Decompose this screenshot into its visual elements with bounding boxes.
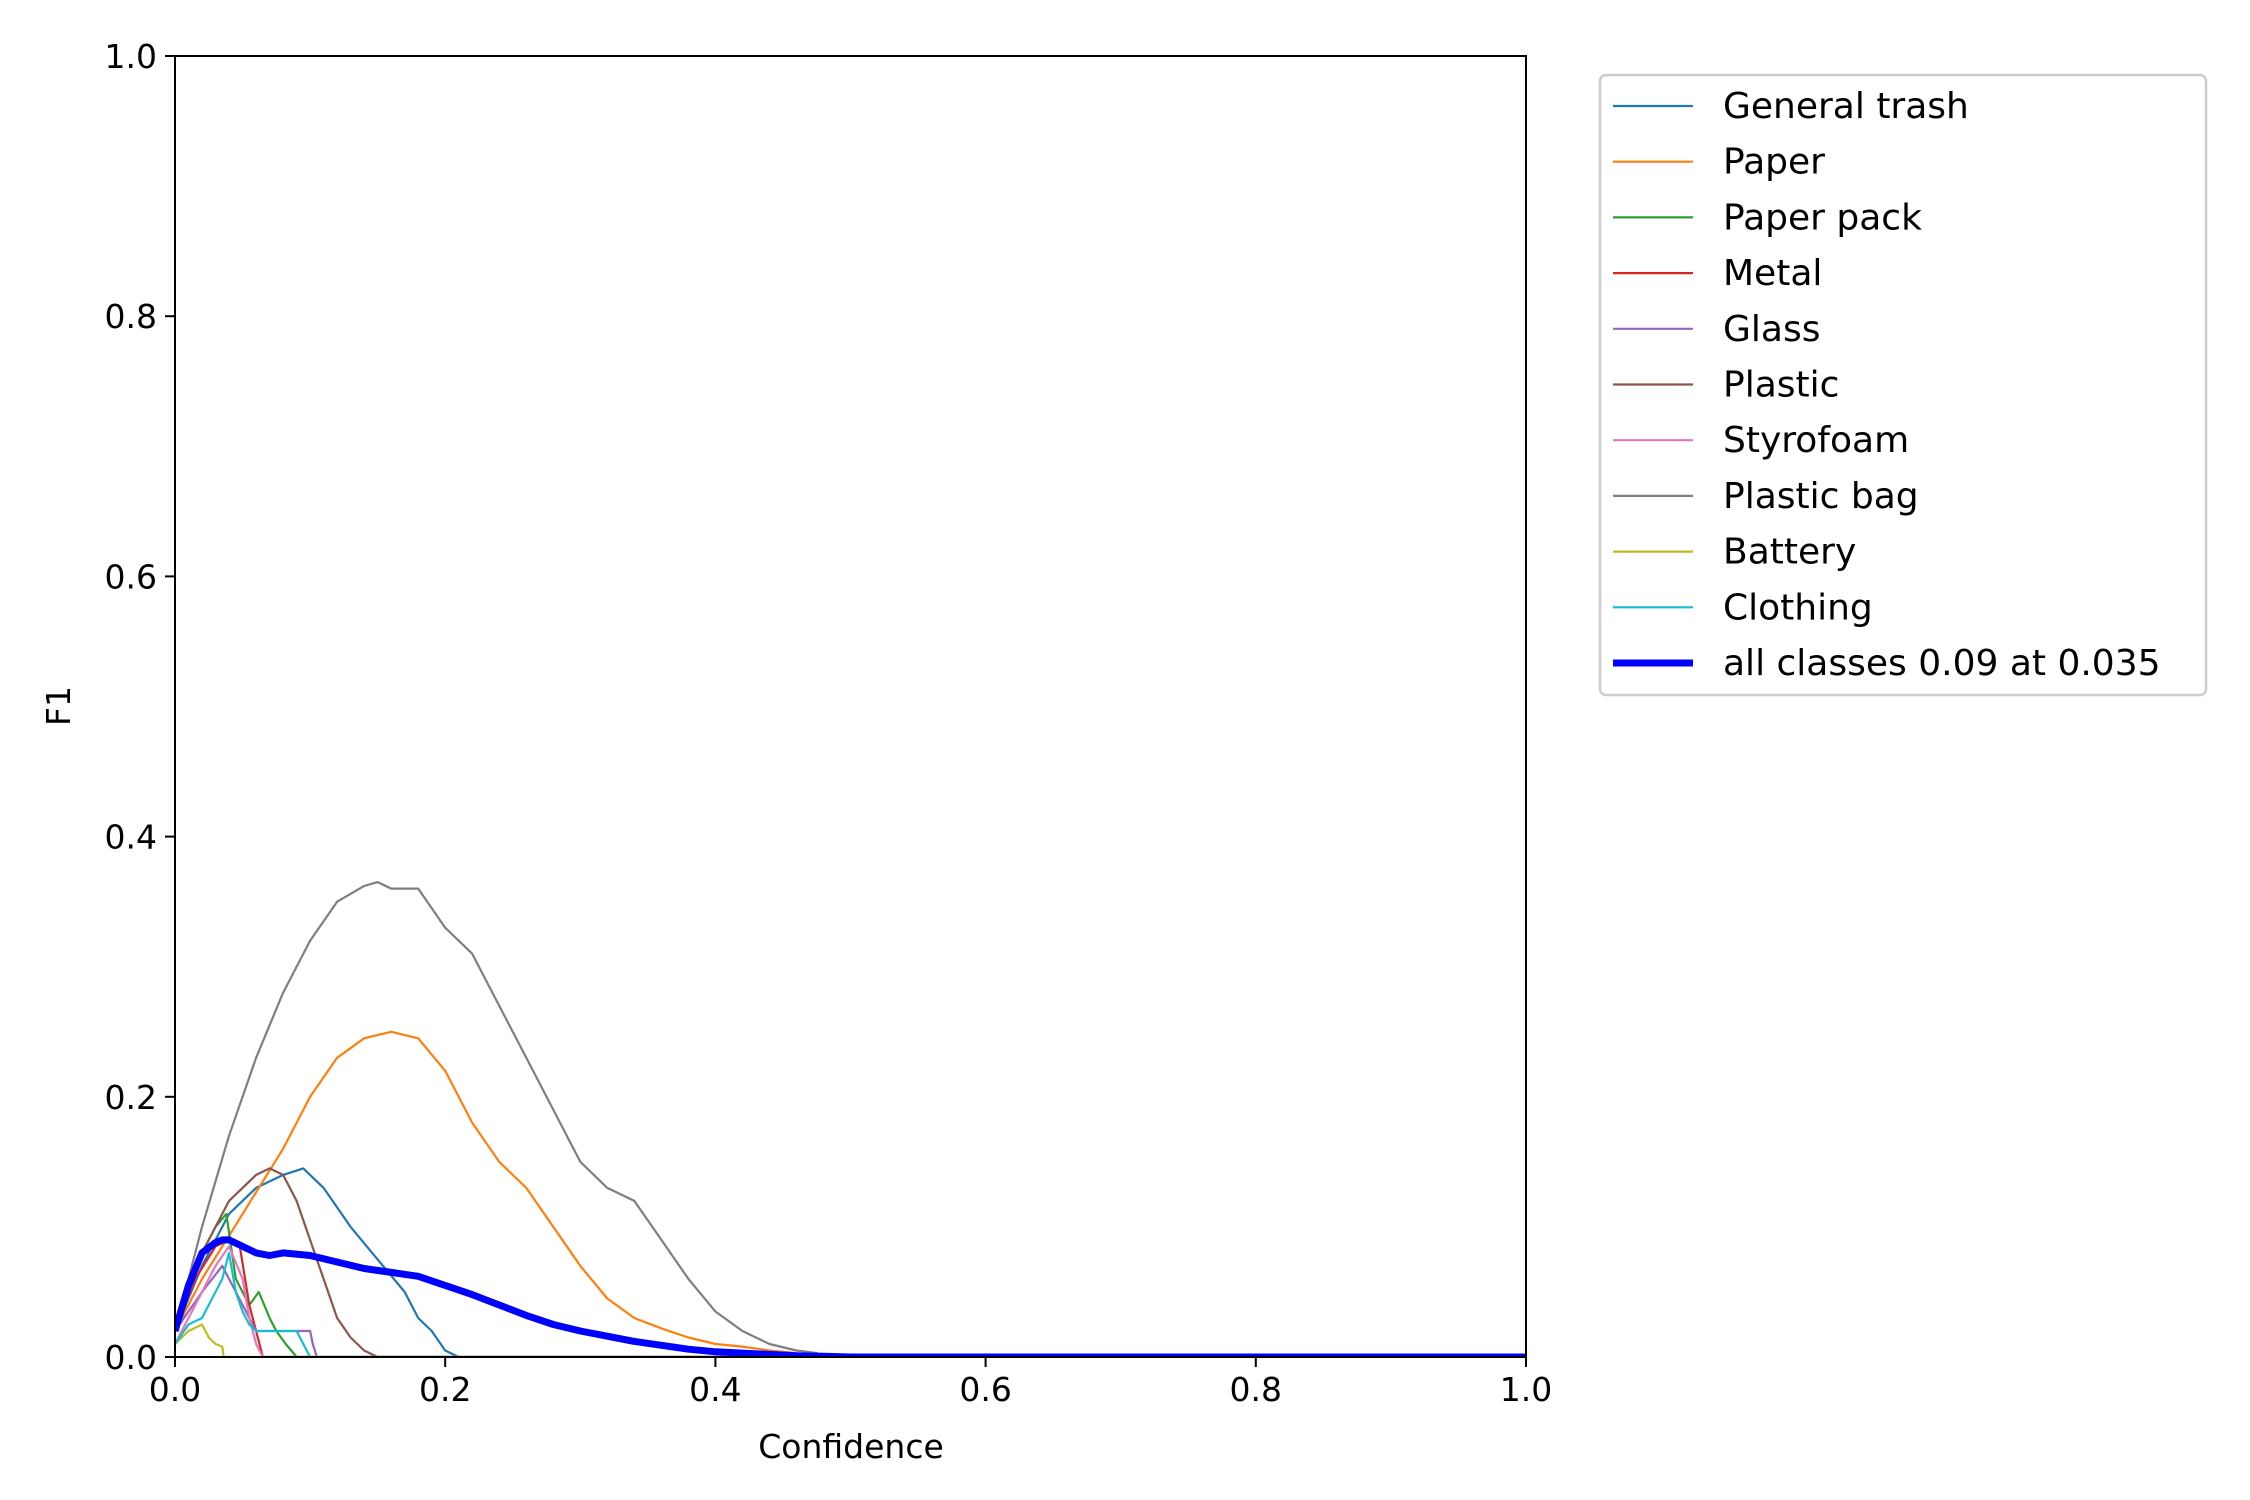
legend-label-all-classes-0-09-at-0-035: all classes 0.09 at 0.035 [1723, 643, 2161, 684]
series-line-paper [175, 1030, 1526, 1357]
y-tick-label: 0.0 [105, 1338, 157, 1377]
legend-label-plastic-bag: Plastic bag [1723, 476, 1919, 517]
y-tick-label: 1.0 [105, 37, 157, 76]
legend-label-clothing: Clothing [1723, 587, 1873, 628]
legend: General trash Paper Paper pack Metal Glass Pl… [1598, 73, 2208, 697]
series-line-battery [175, 1323, 1526, 1357]
x-tick-label: 1.0 [1500, 1370, 1552, 1409]
legend-label-metal: Metal [1723, 253, 1822, 294]
series-line-styrofoam [175, 1245, 1526, 1357]
y-tick-label: 0.4 [105, 818, 157, 857]
plot-area [175, 56, 1526, 1357]
series-line-general-trash [175, 1167, 1526, 1357]
x-tick-label: 0.0 [149, 1370, 201, 1409]
x-axis-label: Confidence [758, 1427, 944, 1466]
series-line-clothing [175, 1251, 1526, 1357]
x-tick-label: 0.8 [1230, 1370, 1282, 1409]
legend-label-glass: Glass [1723, 309, 1820, 350]
legend-label-styrofoam: Styrofoam [1723, 420, 1909, 461]
y-axis-label: F1 [39, 686, 78, 726]
series-line-plastic-bag [175, 880, 1526, 1357]
legend-label-general-trash: General trash [1723, 86, 1969, 127]
legend-label-paper-pack: Paper pack [1723, 197, 1922, 238]
x-tick-label: 0.4 [689, 1370, 741, 1409]
plot-frame [174, 55, 1527, 1358]
y-tick-label: 0.6 [105, 557, 157, 596]
x-axis: 0.0 0.2 0.4 0.6 0.8 1.0 [149, 1357, 1552, 1409]
series-line-plastic [175, 1167, 1526, 1357]
x-tick-label: 0.6 [959, 1370, 1011, 1409]
x-tick-label: 0.2 [419, 1370, 471, 1409]
series-layer [175, 880, 1526, 1357]
legend-frame [1598, 73, 2208, 697]
legend-label-plastic: Plastic [1723, 365, 1839, 406]
y-axis: 0.0 0.2 0.4 0.6 0.8 1.0 [105, 37, 175, 1377]
series-line-all-classes-0-09-at-0-035 [175, 1236, 1526, 1357]
y-tick-label: 0.8 [105, 297, 157, 336]
legend-label-battery: Battery [1723, 532, 1856, 573]
y-tick-label: 0.2 [105, 1078, 157, 1117]
legend-label-paper: Paper [1723, 142, 1825, 183]
